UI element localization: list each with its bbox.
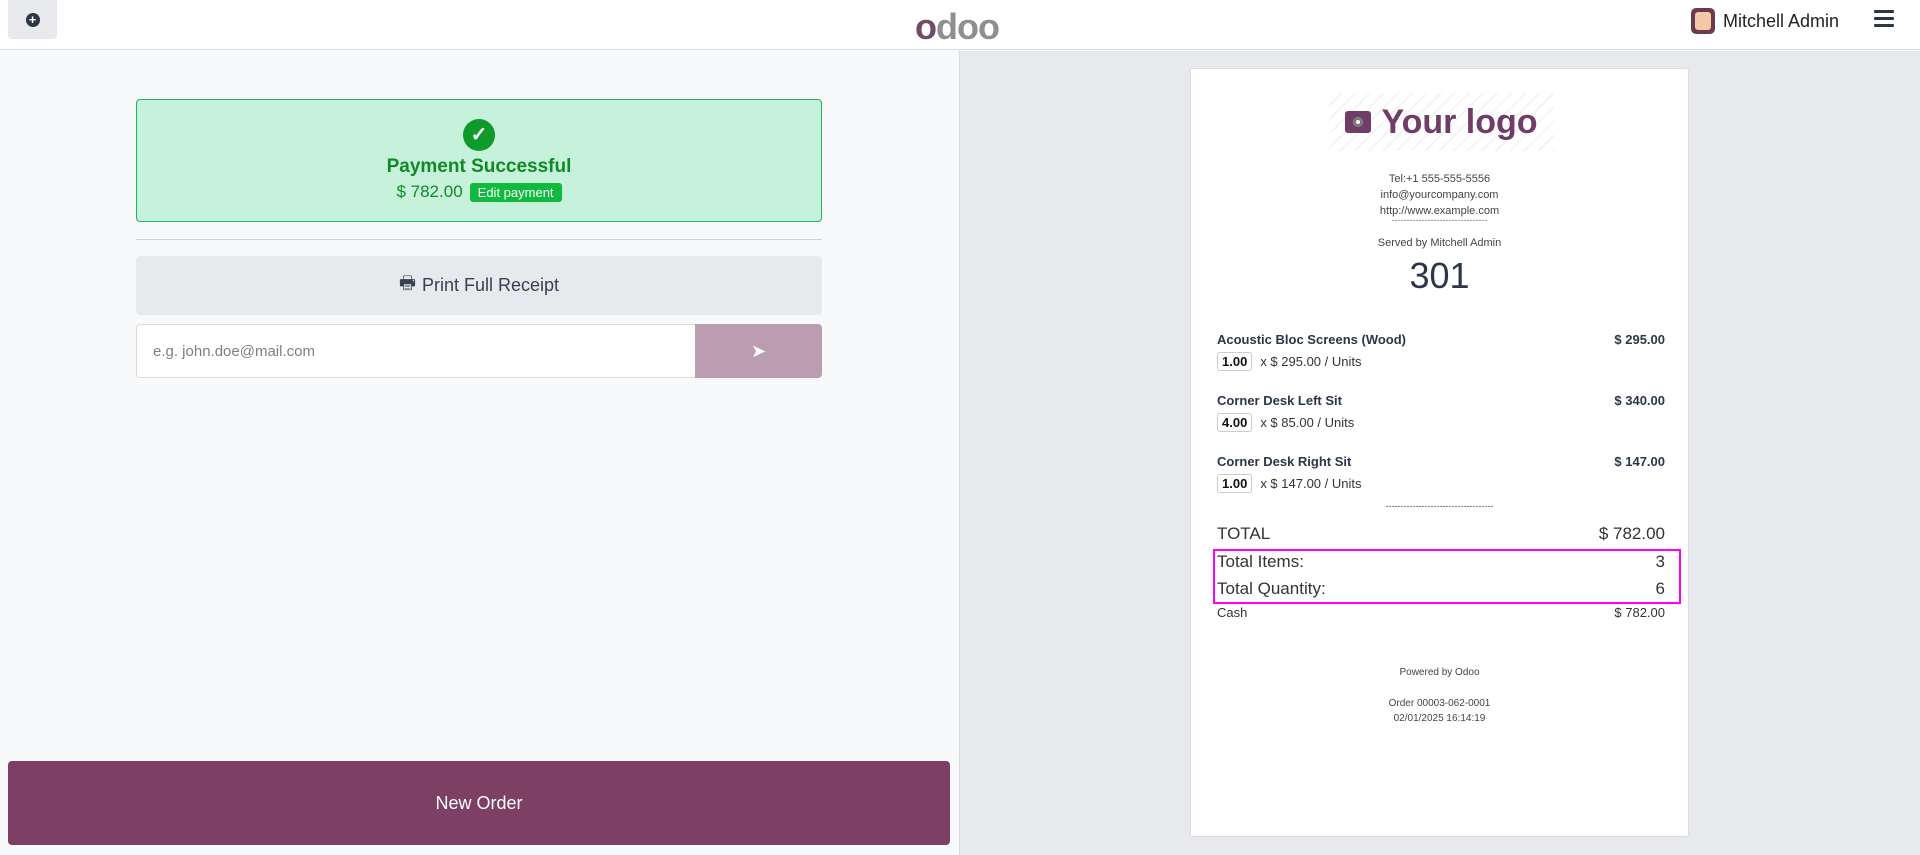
send-email-button[interactable]: ➤ xyxy=(695,324,822,378)
total-quantity-row: Total Quantity: 6 xyxy=(1217,579,1665,598)
receipt-line: Corner Desk Right Sit $ 147.00 1.00 x $ 14… xyxy=(1217,454,1665,493)
company-logo: Your logo xyxy=(1329,93,1554,151)
avatar xyxy=(1691,8,1715,34)
highlight-box xyxy=(1213,549,1681,604)
printer-icon: 🖶 xyxy=(398,272,416,293)
paper-plane-icon: ➤ xyxy=(750,340,767,361)
cash-row: Cash $ 782.00 xyxy=(1217,605,1665,620)
new-order-button[interactable]: New Order xyxy=(8,761,950,845)
odoo-logo: odoo xyxy=(915,6,1000,47)
served-by: Served by Mitchell Admin xyxy=(1377,237,1502,249)
receipt-line: Acoustic Bloc Screens (Wood) $ 295.00 1.0… xyxy=(1217,332,1665,371)
email-input[interactable] xyxy=(136,324,696,378)
powered-by: Powered by Odoo xyxy=(1399,667,1480,678)
user-name: Mitchell Admin xyxy=(1723,10,1840,31)
company-website: http://www.example.com xyxy=(1379,205,1500,217)
new-order-plus-button[interactable]: + xyxy=(8,0,57,39)
print-label: Print Full Receipt xyxy=(421,275,560,295)
order-reference: Order 00003-062-0001 xyxy=(1388,698,1491,709)
separator: ------------------------------------ xyxy=(1385,501,1494,511)
print-full-receipt-button[interactable]: 🖶 Print Full Receipt xyxy=(136,256,822,315)
order-datetime: 02/01/2025 16:14:19 xyxy=(1393,713,1486,724)
payment-success-banner: ✓ Payment Successful $ 782.00 Edit payme… xyxy=(136,99,822,222)
company-tel: Tel:+1 555-555-5556 xyxy=(1388,173,1491,185)
receipt: Your logo Tel:+1 555-555-5556 info@yourc… xyxy=(1190,68,1689,837)
camera-icon xyxy=(1345,111,1372,133)
total-items-row: Total Items: 3 xyxy=(1217,552,1665,571)
payment-status-title: Payment Successful xyxy=(386,156,572,177)
total-row: TOTAL $ 782.00 xyxy=(1217,524,1665,543)
order-number: 301 xyxy=(1409,255,1470,296)
plus-circle-icon: + xyxy=(25,12,40,27)
top-bar: + odoo Mitchell Admin xyxy=(0,0,1920,50)
divider xyxy=(136,239,822,240)
separator: -------------------------------- xyxy=(1391,215,1488,225)
receipt-line: Corner Desk Left Sit $ 340.00 4.00 x $ 85.… xyxy=(1217,393,1665,432)
edit-payment-button[interactable]: Edit payment xyxy=(469,182,562,202)
hamburger-menu-icon[interactable] xyxy=(1874,10,1894,31)
user-menu[interactable]: Mitchell Admin xyxy=(1691,8,1839,34)
check-circle-icon: ✓ xyxy=(463,119,495,151)
payment-amount: $ 782.00 xyxy=(396,182,463,201)
company-email: info@yourcompany.com xyxy=(1380,189,1499,201)
